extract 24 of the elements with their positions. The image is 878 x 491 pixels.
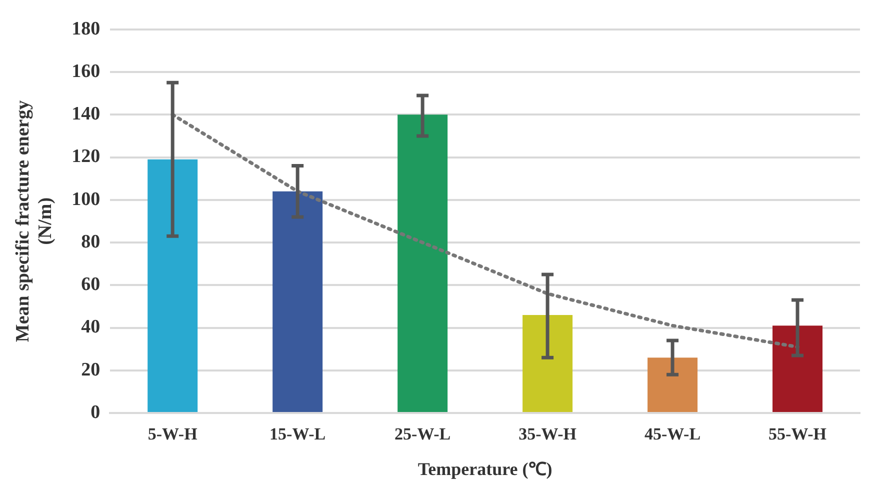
y-tick-label: 100 xyxy=(72,188,100,210)
bar xyxy=(648,358,698,412)
x-tick-label: 15-W-L xyxy=(270,424,326,444)
bar xyxy=(148,159,198,412)
y-tick-label: 80 xyxy=(81,231,100,252)
x-tick-label: 25-W-L xyxy=(394,424,451,444)
x-tick-label: 55-W-H xyxy=(768,424,826,444)
y-tick-label: 160 xyxy=(72,60,100,82)
y-tick-label: 0 xyxy=(90,402,100,423)
bar xyxy=(772,326,823,412)
y-tick-label: 180 xyxy=(72,18,100,40)
x-tick-label: 45-W-L xyxy=(644,424,701,444)
x-axis-title: Temperature (℃) xyxy=(418,458,552,479)
x-tick-label: 5-W-H xyxy=(148,424,198,444)
y-tick-label: 20 xyxy=(81,359,100,380)
x-tick-label: 35-W-H xyxy=(518,424,577,444)
y-tick-label: 140 xyxy=(72,104,100,125)
y-axis-title: Mean specific fracture energy (N/m) xyxy=(12,100,56,342)
bar xyxy=(398,114,448,412)
bar xyxy=(272,191,323,412)
bar xyxy=(522,314,573,412)
y-tick-label: 60 xyxy=(81,274,100,296)
y-tick-label: 120 xyxy=(72,146,100,168)
y-tick-label: 40 xyxy=(81,316,100,338)
